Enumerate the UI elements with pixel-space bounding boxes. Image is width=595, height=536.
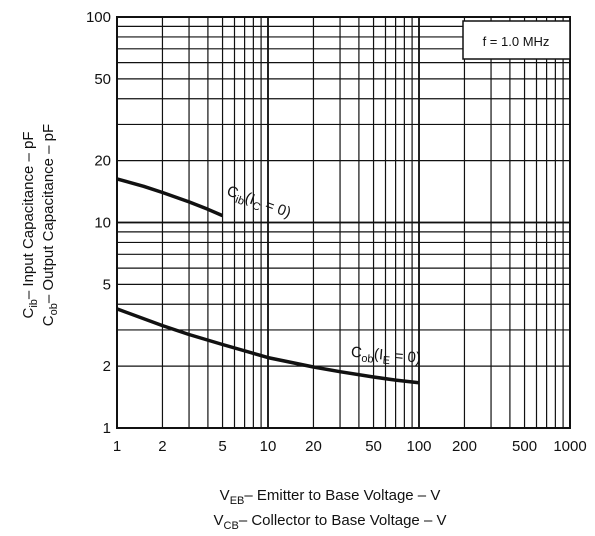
x2-main: V — [214, 512, 224, 529]
x-axis-label-line-2: VCB– Collector to Base Voltage – V — [214, 512, 447, 532]
x-tick-label: 50 — [365, 438, 382, 455]
x-tick-label: 1 — [113, 438, 121, 455]
x1-main: V — [220, 487, 230, 504]
frequency-annotation-text: f = 1.0 MHz — [483, 34, 550, 49]
cib-curve — [117, 179, 223, 216]
x-tick-label: 200 — [452, 438, 477, 455]
x1-sub: EB — [230, 495, 245, 507]
x-tick-label: 5 — [218, 438, 226, 455]
y-tick-label: 50 — [94, 71, 111, 88]
x-axis-label-line-1: VEB– Emitter to Base Voltage – V — [220, 487, 441, 507]
x-tick-label: 2 — [158, 438, 166, 455]
y-axis-label-line-1: Cib– Input Capacitance – pF — [20, 131, 40, 318]
y-tick-label: 20 — [94, 153, 111, 170]
y2-sub: ob — [48, 303, 60, 315]
x-tick-label: 500 — [512, 438, 537, 455]
y-axis-label: Cib– Input Capacitance – pF Cob– Output … — [20, 124, 60, 326]
x-tick-label: 20 — [305, 438, 322, 455]
x-tick-label: 100 — [406, 438, 431, 455]
x-tick-label: 10 — [260, 438, 277, 455]
cob-label-close: = 0) — [390, 347, 422, 367]
y1-rest: – Input Capacitance – pF — [20, 131, 37, 299]
x-tick-label: 1000 — [553, 438, 586, 455]
x1-rest: – Emitter to Base Voltage – V — [244, 487, 440, 504]
y2-rest: – Output Capacitance – pF — [40, 124, 57, 303]
frequency-annotation: f = 1.0 MHz — [463, 21, 570, 59]
x2-rest: – Collector to Base Voltage – V — [239, 512, 447, 529]
cib-label-close: = 0) — [259, 195, 293, 221]
grid — [117, 17, 570, 428]
y1-sub: ib — [28, 299, 40, 308]
y-tick-label: 1 — [103, 420, 111, 437]
y2-main: C — [40, 315, 57, 326]
y-tick-label: 100 — [86, 9, 111, 26]
y-tick-label: 10 — [94, 215, 111, 232]
y-tick-label: 2 — [103, 358, 111, 375]
cob-label-sub: ob — [361, 353, 374, 366]
y-axis-label-line-2: Cob– Output Capacitance – pF — [40, 124, 60, 326]
y-tick-label: 5 — [103, 276, 111, 293]
x2-sub: CB — [224, 520, 239, 532]
y1-main: C — [20, 308, 37, 319]
